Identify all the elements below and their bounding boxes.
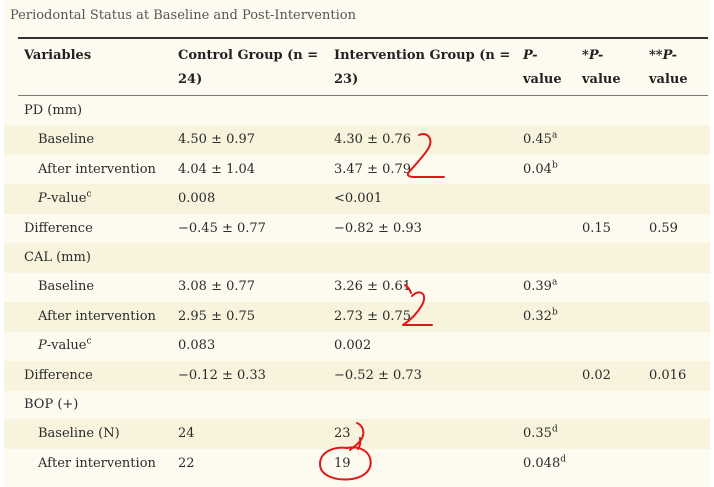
table-row: Baseline 3.08 ± 0.77 3.26 ± 0.61 0.39a bbox=[4, 272, 710, 302]
star-p-value: 0.02 bbox=[582, 367, 611, 383]
p-value: 0.04b bbox=[523, 160, 558, 177]
intervention-value: 0.002 bbox=[334, 338, 372, 354]
header-control: Control Group (n = 24) bbox=[178, 48, 319, 87]
table-panel: Periodontal Status at Baseline and Post-… bbox=[4, 0, 710, 487]
section-label: CAL (mm) bbox=[24, 250, 91, 265]
row-label: Difference bbox=[24, 220, 93, 236]
intervention-value: 3.47 ± 0.79 bbox=[334, 161, 412, 177]
section-label: BOP (+) bbox=[24, 397, 79, 412]
control-value: 0.008 bbox=[178, 191, 216, 207]
row-label: P-valuec bbox=[38, 189, 92, 207]
row-label: Baseline (N) bbox=[38, 426, 120, 442]
header-star-p-value: *P- value bbox=[582, 48, 621, 87]
header-p-value: P- value bbox=[523, 48, 562, 87]
top-rule bbox=[18, 37, 708, 39]
table-row: After intervention 22 19 0.048d bbox=[4, 449, 710, 479]
control-value: −0.12 ± 0.33 bbox=[178, 367, 266, 383]
intervention-value: 23 bbox=[334, 426, 351, 442]
section-row: CAL (mm) bbox=[4, 243, 710, 273]
intervention-value: −0.52 ± 0.73 bbox=[334, 367, 422, 383]
p-value: 0.35d bbox=[523, 425, 558, 442]
header-variables: Variables bbox=[24, 48, 92, 63]
row-label: Baseline bbox=[38, 132, 95, 148]
table-caption: Periodontal Status at Baseline and Post-… bbox=[10, 8, 356, 23]
header-intervention: Intervention Group (n = 23) bbox=[334, 48, 511, 87]
control-value: 2.95 ± 0.75 bbox=[178, 308, 256, 324]
control-value: 0.083 bbox=[178, 338, 216, 354]
section-row: BOP (+) bbox=[4, 390, 710, 420]
section-row: PD (mm) bbox=[4, 96, 710, 126]
table-row: Baseline (N) 24 23 0.35d bbox=[4, 419, 710, 450]
p-value: 0.048d bbox=[523, 454, 566, 471]
intervention-value: 19 bbox=[334, 455, 351, 471]
control-value: 24 bbox=[178, 426, 195, 442]
row-label: Difference bbox=[24, 367, 93, 383]
row-label: After intervention bbox=[38, 455, 156, 471]
intervention-value: 2.73 ± 0.75 bbox=[334, 308, 412, 324]
double-star-p-value: 0.59 bbox=[649, 220, 678, 236]
double-star-p-value: 0.016 bbox=[649, 367, 687, 383]
row-label: P-valuec bbox=[38, 336, 92, 354]
intervention-value: −0.82 ± 0.93 bbox=[334, 220, 422, 236]
table-row: P-valuec 0.083 0.002 bbox=[4, 331, 710, 361]
table-row: After intervention 2.95 ± 0.75 2.73 ± 0.75… bbox=[4, 301, 710, 332]
row-label: Baseline bbox=[38, 279, 95, 295]
section-label: PD (mm) bbox=[24, 103, 83, 118]
intervention-value: <0.001 bbox=[334, 191, 383, 207]
control-value: −0.45 ± 0.77 bbox=[178, 220, 266, 236]
intervention-value: 4.30 ± 0.76 bbox=[334, 132, 412, 148]
p-value: 0.39a bbox=[523, 278, 558, 295]
p-value: 0.45a bbox=[523, 131, 558, 148]
table-row: After intervention 4.04 ± 1.04 3.47 ± 0.79… bbox=[4, 155, 710, 185]
table-row: Baseline 4.50 ± 0.97 4.30 ± 0.76 0.45a bbox=[4, 125, 710, 156]
table-row: Difference −0.12 ± 0.33 −0.52 ± 0.73 0.02 0.… bbox=[4, 360, 710, 391]
table-row: Difference −0.45 ± 0.77 −0.82 ± 0.93 0.15 0.… bbox=[4, 214, 710, 244]
control-value: 4.04 ± 1.04 bbox=[178, 161, 256, 177]
header-rule bbox=[18, 95, 708, 96]
row-label: After intervention bbox=[38, 161, 156, 177]
star-p-value: 0.15 bbox=[582, 220, 611, 236]
control-value: 4.50 ± 0.97 bbox=[178, 132, 256, 148]
p-value: 0.32b bbox=[523, 307, 558, 324]
table-row: P-valuec 0.008 <0.001 bbox=[4, 184, 710, 215]
row-label: After intervention bbox=[38, 308, 156, 324]
control-value: 3.08 ± 0.77 bbox=[178, 279, 256, 295]
control-value: 22 bbox=[178, 455, 195, 471]
header-double-star-p-value: **P- value bbox=[649, 48, 688, 87]
intervention-value: 3.26 ± 0.61 bbox=[334, 279, 412, 295]
